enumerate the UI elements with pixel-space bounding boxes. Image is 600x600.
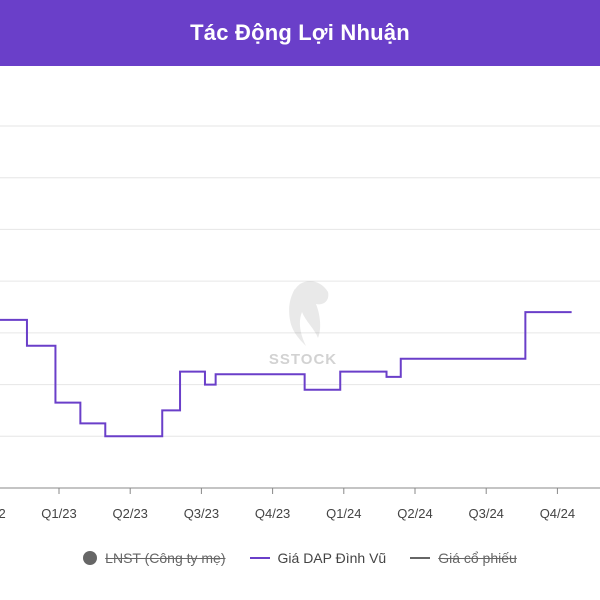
watermark: SSTOCK [269, 281, 337, 368]
watermark-horse-icon [289, 281, 329, 346]
chart-area: SSTOCK Q4/22 Q1/23 Q2/23 Q3/23 Q4/23 Q1/24 Q2/… [0, 66, 600, 536]
x-tick-label-4: Q4/23 [255, 506, 290, 521]
legend-item-1[interactable]: Giá DAP Đình Vũ [249, 550, 387, 566]
x-tick-label-5: Q1/24 [326, 506, 361, 521]
watermark-text: SSTOCK [269, 351, 337, 368]
legend-item-2[interactable]: Giá cổ phiếu [410, 550, 517, 566]
x-axis: Q4/22 Q1/23 Q2/23 Q3/23 Q4/23 Q1/24 Q2/24 Q3/24… [0, 487, 600, 521]
chart-header: Tác Động Lợi Nhuận [0, 0, 600, 66]
x-tick-label-2: Q2/23 [112, 506, 147, 521]
x-tick-label-8: Q4/24 [540, 506, 575, 521]
x-tick-label-0: Q4/22 [0, 506, 6, 521]
chart-svg: SSTOCK Q4/22 Q1/23 Q2/23 Q3/23 Q4/23 Q1/24 Q2/… [0, 125, 600, 521]
series-line-0 [0, 306, 572, 438]
legend-label: LNST (Công ty mẹ) [105, 550, 226, 566]
legend-line-icon [249, 557, 270, 559]
grid-layer [0, 125, 600, 437]
series-layer [0, 306, 572, 438]
legend-item-0[interactable]: LNST (Công ty mẹ) [83, 550, 226, 566]
legend-label: Giá DAP Đình Vũ [277, 550, 387, 566]
x-tick-label-7: Q3/24 [468, 506, 503, 521]
legend-dot-icon [83, 551, 98, 565]
legend-label: Giá cổ phiếu [438, 550, 517, 566]
legend-line-icon [410, 557, 431, 559]
x-tick-label-6: Q2/24 [397, 506, 432, 521]
chart-title: Tác Động Lợi Nhuận [190, 20, 410, 45]
x-tick-label-3: Q3/23 [184, 506, 219, 521]
x-tick-label-1: Q1/23 [41, 506, 76, 521]
chart-legend: LNST (Công ty mẹ) Giá DAP Đình Vũ Giá cổ p… [0, 545, 600, 571]
